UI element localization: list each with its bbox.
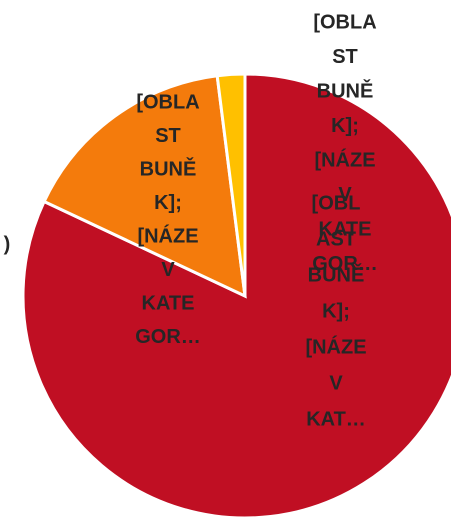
- data-label: GOR…: [135, 326, 201, 348]
- data-label: V: [161, 259, 175, 281]
- data-label: BUNĚ: [308, 262, 365, 286]
- data-label: ST: [155, 125, 181, 147]
- data-label: V: [329, 372, 343, 394]
- data-label: [NÁZE: [305, 335, 366, 358]
- data-label: [OBLA: [136, 91, 199, 113]
- data-label: GOR…: [312, 253, 378, 275]
- pie-slice: [21, 72, 451, 519]
- data-label: K];: [331, 115, 359, 137]
- data-label: K];: [322, 300, 350, 322]
- pie-slice: [215, 72, 247, 297]
- pie-slice: [42, 74, 247, 299]
- data-label: ST: [332, 46, 358, 68]
- data-label: KATE: [319, 218, 372, 240]
- data-label: KAT…: [306, 408, 366, 430]
- data-label: BUNĚ: [317, 78, 374, 102]
- data-label: KATE: [142, 292, 195, 314]
- data-label: [NÁZE: [137, 224, 198, 247]
- data-label: AST: [316, 228, 356, 250]
- data-label: V: [338, 184, 352, 206]
- data-label: K];: [154, 192, 182, 214]
- data-label: BUNĚ: [140, 156, 197, 180]
- clipped-label: ): [4, 233, 11, 255]
- data-label: [OBL: [312, 192, 361, 214]
- data-label: [OBLA: [313, 11, 376, 33]
- data-label: [NÁZE: [314, 148, 375, 171]
